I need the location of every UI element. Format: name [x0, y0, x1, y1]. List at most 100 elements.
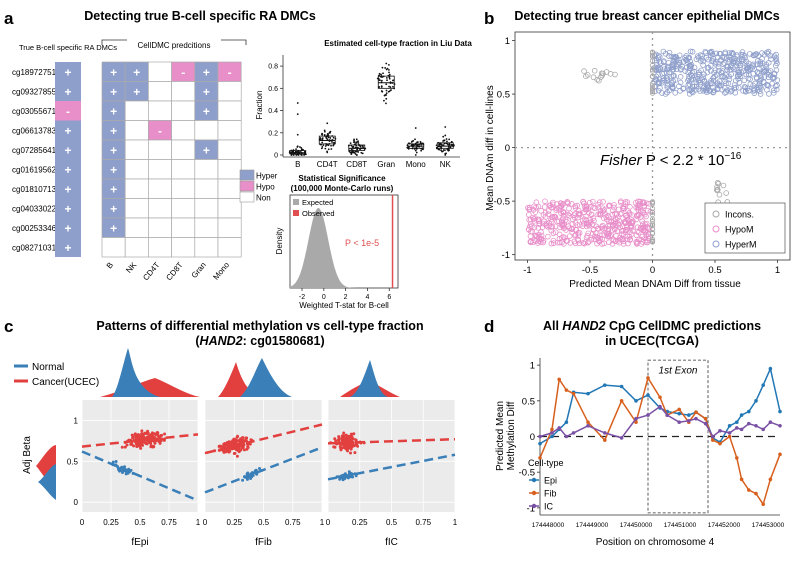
- beeswarm-point: [349, 142, 352, 144]
- point-incons: [649, 221, 656, 227]
- series-point-ic: [550, 431, 554, 435]
- prediction-cell: [217, 100, 242, 121]
- legend-label: IC: [544, 502, 554, 512]
- expected-density-area: [290, 208, 362, 288]
- legend-label: HyperM: [725, 240, 757, 250]
- point-hyperm: [689, 70, 696, 76]
- truth-cell: [55, 120, 81, 140]
- cancer-point: [342, 431, 346, 435]
- x-tick-label: 0: [203, 518, 208, 527]
- truth-cell: [55, 179, 81, 199]
- prediction-sign: +: [203, 143, 210, 157]
- cancer-point: [136, 433, 140, 437]
- y-axis-label: Fraction: [255, 91, 264, 120]
- x-tick-label: 0.25: [103, 518, 119, 527]
- column-label: Mono: [211, 260, 231, 282]
- row-label: cg04033022: [12, 204, 57, 213]
- legend-marker: [712, 225, 720, 233]
- beeswarm-point: [437, 148, 440, 151]
- beeswarm-point: [410, 141, 413, 143]
- point-hyperm: [680, 85, 687, 91]
- y-axis-label: Mean DNAm diff in cell-lines: [485, 85, 496, 210]
- series-point-fib: [768, 477, 773, 482]
- point-hypom: [605, 233, 612, 239]
- beeswarm-point: [299, 146, 301, 148]
- x-tick-label: -1: [523, 265, 531, 276]
- point-hyperm: [747, 51, 753, 57]
- point-hypom: [610, 221, 616, 228]
- series-point-ic: [735, 426, 739, 430]
- beeswarm-point: [378, 72, 381, 75]
- point-hypom: [558, 203, 565, 210]
- prediction-cell: [124, 237, 149, 258]
- prediction-sign: -: [181, 65, 185, 79]
- x-tick-label: -2: [299, 294, 305, 301]
- point-hyperm: [757, 58, 764, 65]
- point-hyperm: [676, 83, 682, 90]
- cancer-point: [134, 435, 138, 439]
- beeswarm-point: [438, 143, 440, 146]
- point-incons: [591, 67, 598, 74]
- point-hyperm: [657, 66, 663, 72]
- point-hypom: [606, 203, 612, 209]
- normal-point: [346, 476, 350, 480]
- exon-box: [647, 359, 709, 514]
- cancer-point: [242, 439, 246, 443]
- point-hyperm: [757, 73, 764, 79]
- truth-sign: +: [64, 124, 71, 138]
- point-hypom: [571, 232, 578, 239]
- prediction-cell: [194, 178, 219, 199]
- series-point-epi: [735, 420, 739, 425]
- point-hypom: [557, 239, 563, 246]
- beeswarm-point: [448, 142, 451, 145]
- y-tick-label: -1: [527, 503, 535, 514]
- legend-swatch: [239, 169, 255, 181]
- point-hyperm: [754, 87, 761, 93]
- point-incons: [649, 85, 656, 92]
- prediction-cell: [124, 178, 149, 199]
- beeswarm-point: [290, 154, 293, 156]
- point-hypom: [627, 204, 633, 210]
- prediction-cell: [171, 159, 196, 180]
- point-incons: [714, 179, 721, 186]
- series-point-fib: [727, 434, 732, 439]
- x-tick-label: 0.75: [415, 518, 431, 527]
- point-hyperm: [726, 56, 733, 63]
- column-label: CD4T: [141, 260, 161, 282]
- series-point-fib: [619, 399, 624, 403]
- point-hypom: [535, 216, 541, 223]
- point-hypom: [604, 233, 611, 240]
- point-hypom: [605, 228, 612, 234]
- point-hyperm: [655, 79, 662, 85]
- point-hypom: [535, 203, 542, 210]
- beeswarm-point: [440, 149, 442, 152]
- prediction-sign: +: [203, 104, 210, 118]
- point-hyperm: [710, 74, 717, 81]
- beeswarm-point: [359, 145, 362, 148]
- legend-label: HypoM: [725, 225, 754, 235]
- panel-d-title-line2: in UCEC(TCGA): [605, 334, 699, 348]
- point-incons: [720, 182, 727, 189]
- beeswarm-point: [354, 153, 357, 155]
- x-tick-label: 174449000: [576, 522, 609, 529]
- point-hypom: [620, 206, 627, 212]
- point-hypom: [623, 212, 630, 219]
- beeswarm-point: [382, 72, 384, 75]
- series-point-fib: [550, 427, 554, 432]
- panel-letter-b: b: [484, 9, 494, 28]
- point-incons: [649, 52, 656, 58]
- beeswarm-point: [417, 143, 419, 146]
- x-tick-label: 1: [453, 518, 458, 527]
- cancer-point: [146, 431, 150, 435]
- point-hyperm: [765, 59, 772, 66]
- outlier-point: [444, 126, 447, 128]
- series-point-fib: [711, 438, 715, 442]
- prediction-cell: [148, 100, 172, 121]
- point-incons: [716, 191, 723, 198]
- truth-cell: [55, 81, 81, 101]
- point-hypom: [633, 232, 640, 239]
- beeswarm-point: [448, 149, 450, 152]
- point-hypom: [597, 207, 604, 214]
- point-hyperm: [685, 55, 692, 62]
